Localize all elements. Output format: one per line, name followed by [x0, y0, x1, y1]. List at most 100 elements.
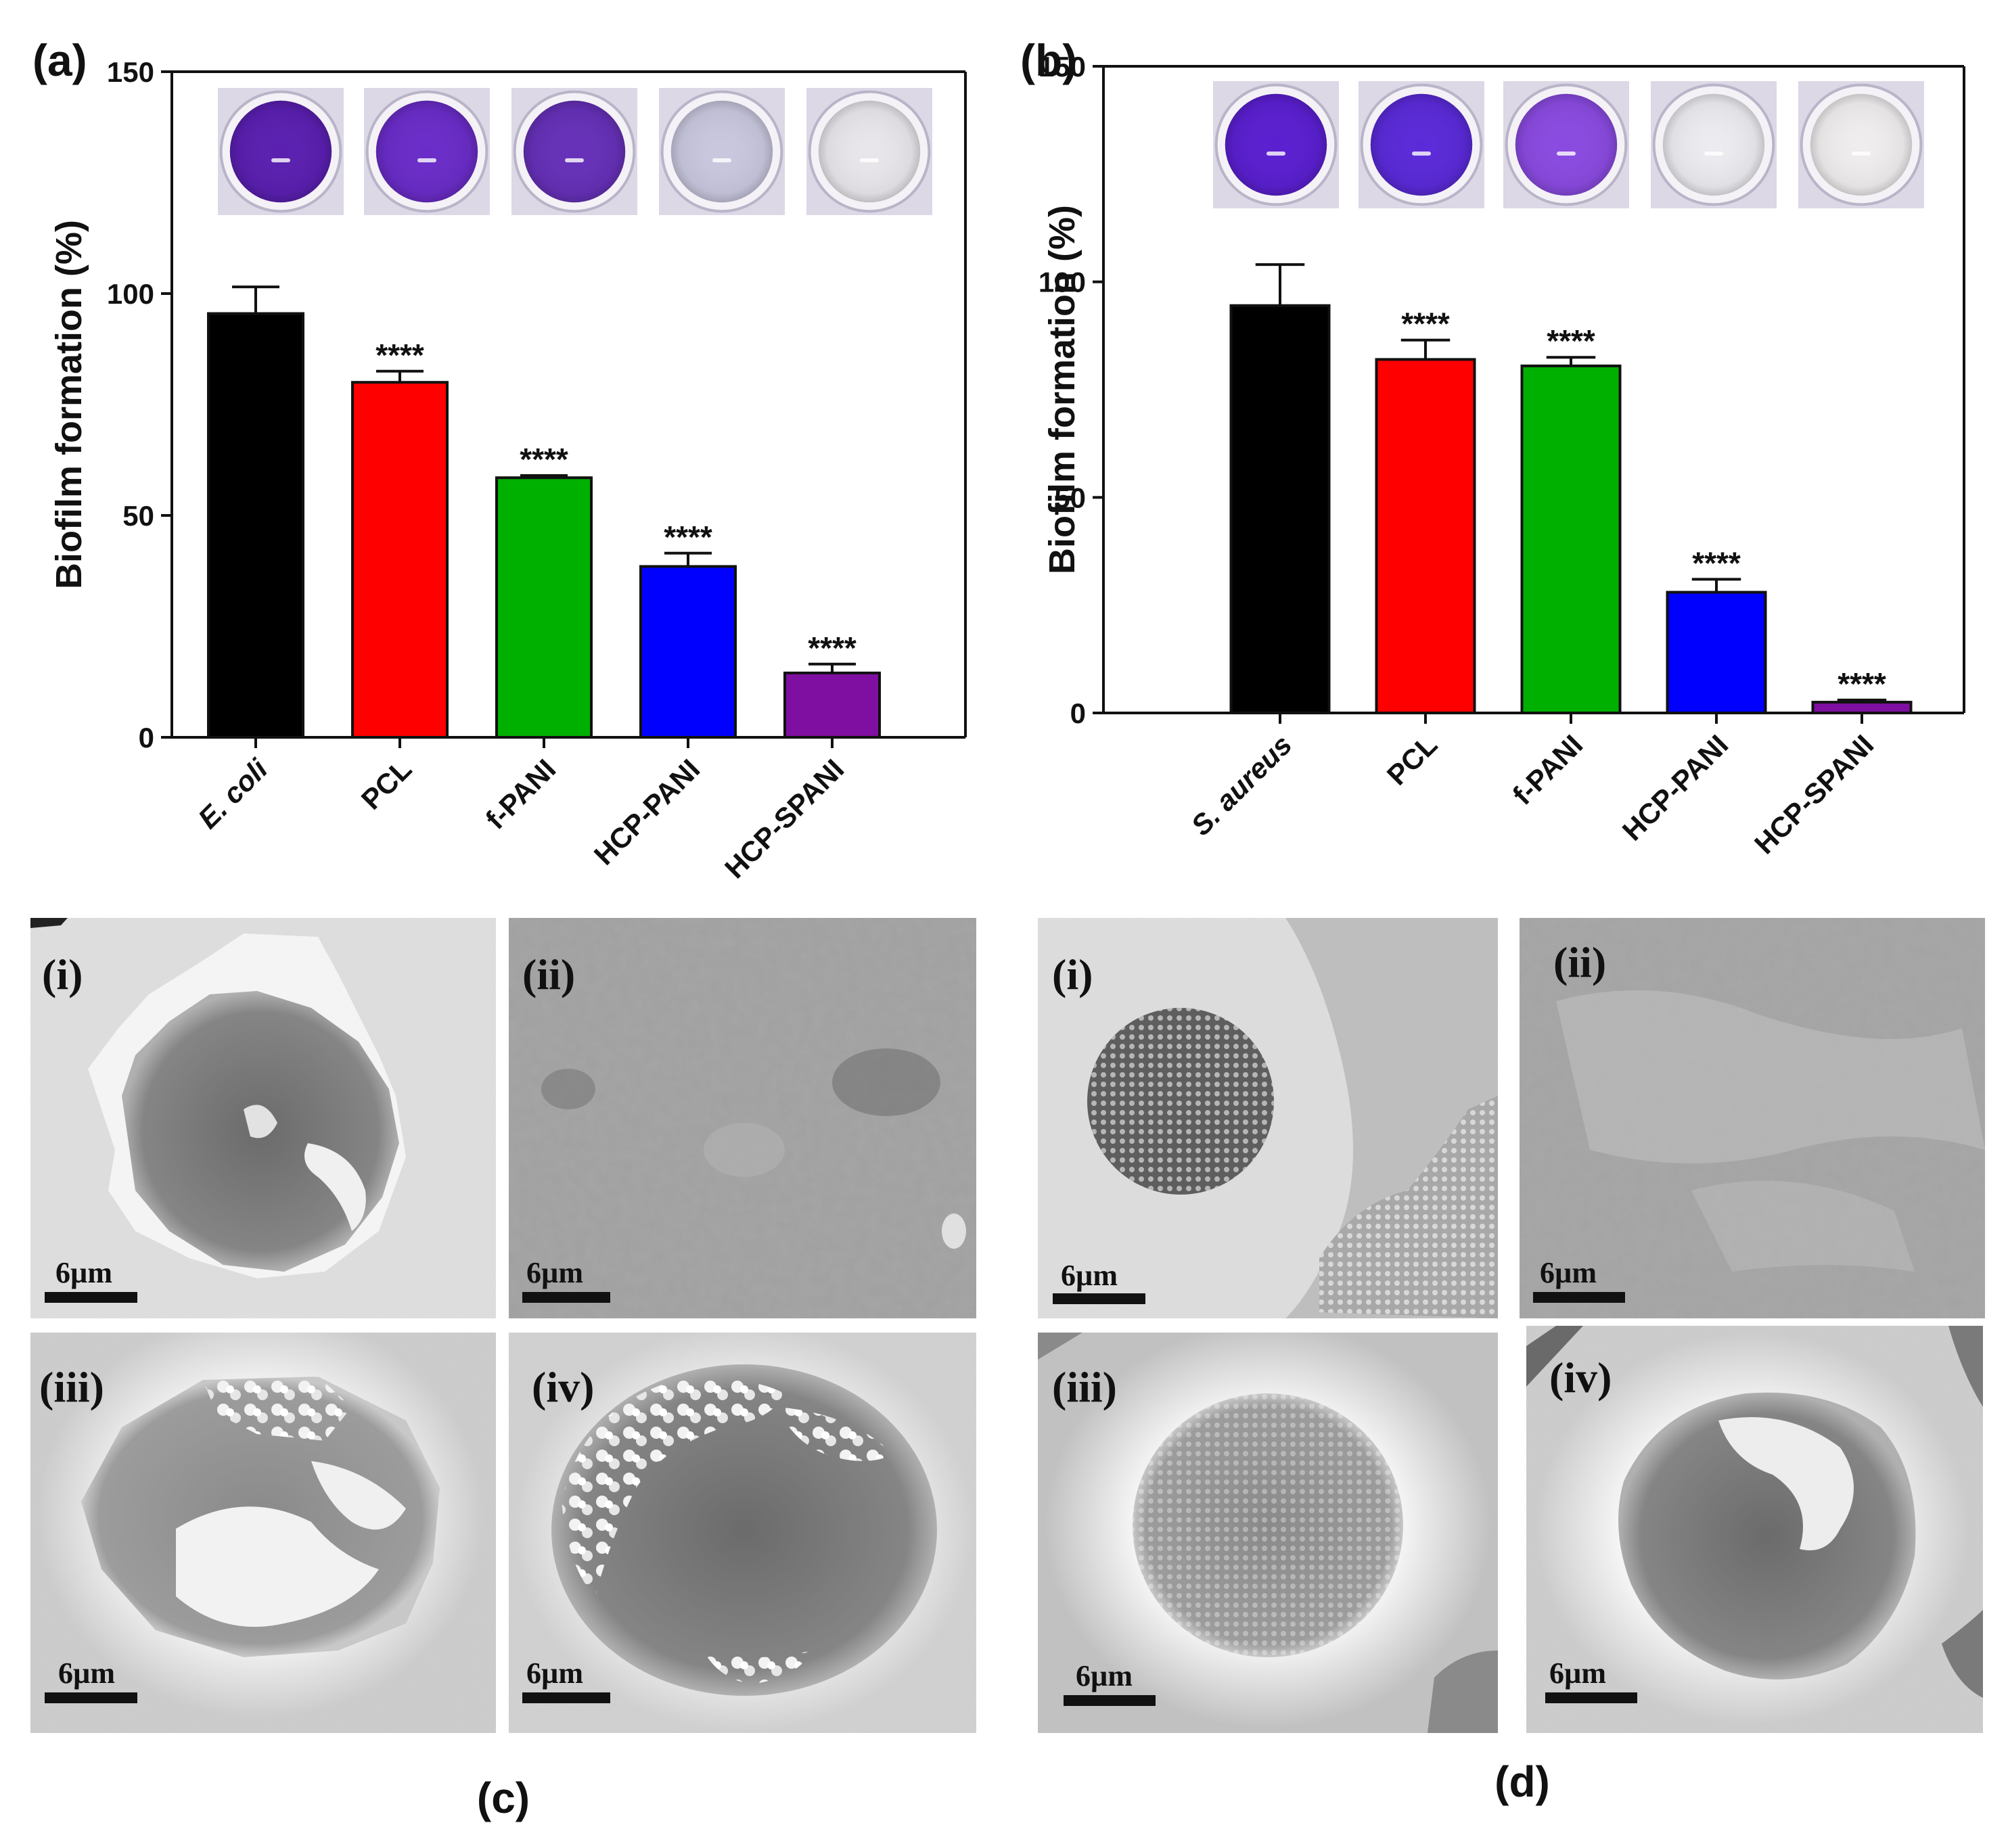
y-tick-label: 50 [122, 500, 154, 532]
sem-label: (iv) [532, 1363, 594, 1411]
well-highlight [417, 158, 436, 162]
panel-label: (a) [32, 35, 87, 85]
chart-a: (a) 0 50 100 150 Biofilm formation (%) E. coli… [32, 35, 967, 885]
y-tick-label: 150 [1039, 51, 1086, 83]
bar [351, 381, 449, 739]
sem-d-iii: (iii) 6µm [1038, 1322, 1498, 1733]
scale-bar [522, 1292, 610, 1303]
well-photo [806, 88, 932, 215]
significance-label: **** [375, 338, 424, 373]
panel-label-c: (c) [477, 1774, 530, 1822]
x-tick-label: HCP-PANI [1616, 729, 1735, 847]
bar [1811, 701, 1913, 714]
well-shading [1810, 93, 1913, 196]
bar [639, 565, 737, 739]
scale-bar [1533, 1292, 1625, 1303]
sem-c-iii: (iii) 6µm [30, 1312, 496, 1733]
bar [783, 671, 881, 739]
scale-bar [1053, 1293, 1145, 1304]
well-photo [1213, 81, 1339, 208]
x-tick-label: E. coli [192, 752, 275, 835]
well-highlight [1557, 152, 1576, 156]
scale-bar-label: 6µm [58, 1657, 115, 1690]
well-shading [1225, 93, 1327, 196]
well-photo [1798, 81, 1924, 208]
well-shading [375, 100, 478, 203]
significance-label: **** [664, 519, 712, 555]
y-axis-label: Biofilm formation (%) [1042, 205, 1082, 574]
well-shading [1515, 93, 1618, 196]
scale-bar-label: 6µm [526, 1256, 583, 1289]
sem-c-iv: (iv) 6µm [509, 1326, 976, 1733]
x-tick-label: HCP-PANI [588, 753, 706, 871]
scale-bar [1545, 1692, 1637, 1703]
significance-label: **** [520, 442, 568, 477]
y-axis-label: Biofilm formation (%) [49, 220, 89, 589]
well-photo [511, 88, 637, 215]
bar [495, 476, 593, 739]
well-highlight [271, 158, 290, 162]
well-photo [364, 88, 490, 215]
well-highlight [1852, 152, 1871, 156]
well-highlight [1412, 152, 1431, 156]
panel-label-d: (d) [1494, 1757, 1550, 1806]
scale-bar-label: 6µm [55, 1256, 112, 1289]
well-shading [1662, 93, 1765, 196]
x-tick-label: HCP-SPANI [1748, 729, 1879, 860]
well-highlight [565, 158, 584, 162]
scale-bar-label: 6µm [1540, 1256, 1597, 1289]
x-tick-label: S. aureus [1185, 729, 1298, 841]
well-photo [659, 88, 785, 215]
bar [1229, 304, 1331, 715]
y-tick-label: 50 [1054, 482, 1086, 513]
sem-label: (ii) [1553, 938, 1606, 986]
sem-images-panel: (i) 6µm (ii) 6µm (iii) [30, 918, 1985, 1822]
y-tick-label: 0 [139, 722, 154, 754]
sem-label: (iii) [39, 1363, 104, 1411]
scale-bar-label: 6µm [1061, 1259, 1118, 1292]
well-highlight [712, 158, 731, 162]
bar [1520, 364, 1622, 714]
well-highlight [1267, 152, 1285, 156]
well-highlight [1704, 152, 1723, 156]
sem-d-i: (i) 6µm [1038, 918, 1498, 1318]
scale-bar [45, 1292, 137, 1303]
x-tick-label: PCL [1381, 729, 1444, 791]
well-shading [670, 100, 773, 203]
sem-d-iv: (iv) 6µm [1526, 1326, 1983, 1733]
well-photo [218, 88, 344, 215]
bar [1375, 358, 1476, 714]
bar [1666, 591, 1767, 715]
bar-charts: (a) 0 50 100 150 Biofilm formation (%) E. coli… [32, 35, 1965, 885]
x-tick-label: f-PANI [480, 753, 562, 835]
well-highlight [860, 158, 879, 162]
scale-bar [1064, 1695, 1156, 1706]
sem-label: (iv) [1549, 1354, 1612, 1402]
significance-label: **** [808, 630, 857, 666]
panel-label: (b) [1020, 35, 1077, 85]
sem-c-i: (i) 6µm [30, 918, 496, 1318]
scale-bar-label: 6µm [526, 1657, 583, 1690]
well-shading [523, 100, 626, 203]
y-tick-label: 100 [1039, 267, 1086, 298]
significance-label: **** [1547, 323, 1595, 359]
scale-bar [522, 1692, 610, 1703]
significance-label: **** [1692, 545, 1741, 580]
y-tick-label: 100 [107, 278, 154, 310]
sem-c-ii: (ii) 6µm [509, 918, 976, 1318]
x-tick-label: f-PANI [1507, 729, 1589, 811]
well-photo [1503, 81, 1629, 208]
sem-d-ii: (ii) 6µm [1520, 918, 1985, 1318]
well-photo [1651, 81, 1777, 208]
well-shading [229, 100, 332, 203]
scale-bar-label: 6µm [1549, 1657, 1606, 1690]
y-tick-label: 150 [107, 56, 154, 88]
well-shading [1370, 93, 1473, 196]
sem-label: (iii) [1052, 1363, 1117, 1411]
chart-b: (b) 0 50 100 150 Biofilm formation (%) S. aure… [1020, 35, 1965, 860]
x-tick-label: HCP-SPANI [718, 753, 850, 884]
scale-bar-label: 6µm [1076, 1659, 1133, 1692]
well-shading [818, 100, 921, 203]
bar [207, 312, 304, 739]
scale-bar [45, 1692, 137, 1703]
